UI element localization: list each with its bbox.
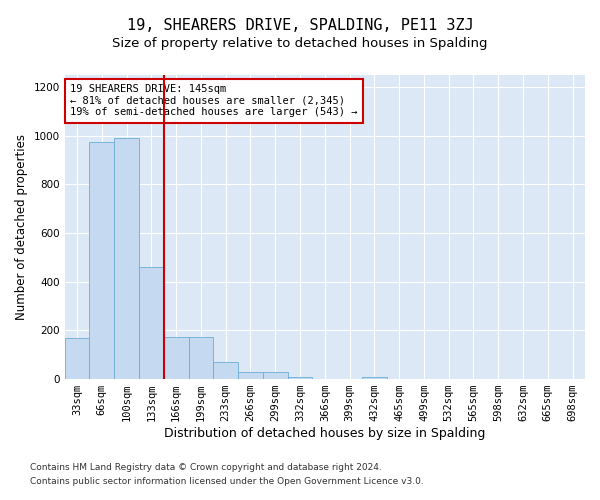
X-axis label: Distribution of detached houses by size in Spalding: Distribution of detached houses by size … <box>164 427 485 440</box>
Bar <box>362 376 387 379</box>
Bar <box>114 138 139 379</box>
Bar <box>238 372 263 379</box>
Bar <box>65 338 89 379</box>
Bar <box>139 267 164 379</box>
Bar <box>214 362 238 379</box>
Bar <box>188 336 214 379</box>
Text: Contains public sector information licensed under the Open Government Licence v3: Contains public sector information licen… <box>30 477 424 486</box>
Bar <box>89 142 114 379</box>
Bar <box>263 372 287 379</box>
Y-axis label: Number of detached properties: Number of detached properties <box>15 134 28 320</box>
Bar <box>164 336 188 379</box>
Text: Contains HM Land Registry data © Crown copyright and database right 2024.: Contains HM Land Registry data © Crown c… <box>30 464 382 472</box>
Bar <box>287 376 313 379</box>
Text: 19 SHEARERS DRIVE: 145sqm
← 81% of detached houses are smaller (2,345)
19% of se: 19 SHEARERS DRIVE: 145sqm ← 81% of detac… <box>70 84 358 117</box>
Text: 19, SHEARERS DRIVE, SPALDING, PE11 3ZJ: 19, SHEARERS DRIVE, SPALDING, PE11 3ZJ <box>127 18 473 32</box>
Text: Size of property relative to detached houses in Spalding: Size of property relative to detached ho… <box>112 38 488 51</box>
